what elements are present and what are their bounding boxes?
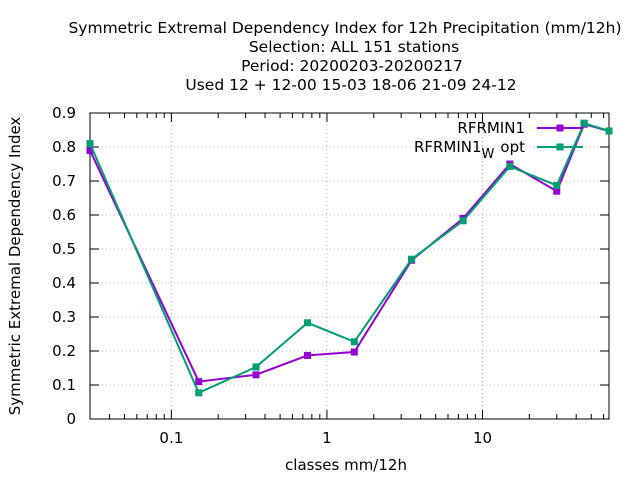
y-tick-label: 0.2 <box>52 342 76 360</box>
x-axis-label: classes mm/12h <box>285 456 407 474</box>
data-point <box>553 181 561 189</box>
series-line-1 <box>89 123 610 383</box>
data-point <box>580 119 588 127</box>
data-point <box>195 378 203 386</box>
title-line-3: Period: 20200203-20200217 <box>241 57 463 75</box>
data-point <box>303 319 311 327</box>
data-point <box>86 140 94 148</box>
series <box>86 119 613 397</box>
data-point <box>553 187 561 195</box>
y-tick-label: 0.5 <box>52 240 76 258</box>
title-line-1: Symmetric Extremal Dependency Index for … <box>68 19 621 37</box>
data-point <box>86 146 94 154</box>
legend-series-suffix: opt <box>500 138 525 156</box>
legend-marker-2 <box>556 143 564 151</box>
legend-series-name: RFRMIN1 <box>457 119 525 137</box>
data-point <box>605 127 613 135</box>
title-line-4: Used 12 + 12-00 15-03 18-06 21-09 24-12 <box>185 76 516 94</box>
y-tick-label: 0.8 <box>52 138 76 156</box>
x-tick-label: 0.1 <box>159 429 183 447</box>
title-line-2: Selection: ALL 151 stations <box>249 38 459 56</box>
x-tick-label: 1 <box>322 429 332 447</box>
plot-frame <box>89 112 610 420</box>
x-tick-label: 10 <box>473 429 492 447</box>
y-tick-label: 0.9 <box>52 104 76 122</box>
data-point <box>350 338 358 346</box>
y-axis-label: Symmetric Extremal Dependency Index <box>6 117 24 416</box>
y-tick-label: 0 <box>66 410 76 428</box>
data-point <box>506 162 514 170</box>
legend-marker-1 <box>556 124 564 132</box>
legend-series-subscript: W <box>482 147 495 162</box>
data-point <box>459 217 467 225</box>
grid <box>90 113 609 419</box>
data-point <box>252 371 260 379</box>
legend-label-1: RFRMIN1 <box>457 119 525 137</box>
legend-label-2: RFRMIN1W opt <box>414 138 525 162</box>
data-point <box>252 363 260 371</box>
data-point <box>350 348 358 356</box>
y-tick-label: 0.6 <box>52 206 76 224</box>
data-point <box>303 351 311 359</box>
data-point <box>408 255 416 263</box>
y-tick-label: 0.3 <box>52 308 76 326</box>
y-tick-label: 0.4 <box>52 274 76 292</box>
axes: 0 0.1 0.2 0.3 0.4 0.5 0.6 0.7 0.8 0.9 0.1 1 10 <box>52 104 610 447</box>
y-tick-label: 0.7 <box>52 172 76 190</box>
y-tick-label: 0.1 <box>52 376 76 394</box>
chart-title: Symmetric Extremal Dependency Index for … <box>68 19 621 94</box>
data-point <box>195 389 203 397</box>
legend-series-name: RFRMIN1 <box>414 138 482 156</box>
